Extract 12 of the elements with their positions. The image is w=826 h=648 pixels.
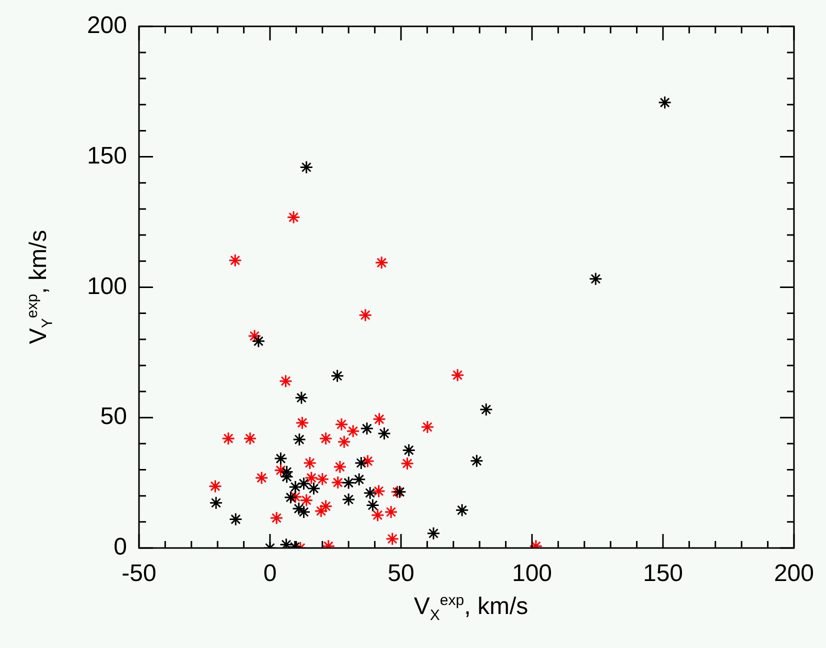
x-tick-label: 150 — [642, 560, 684, 588]
y-tick-label: 50 — [100, 403, 127, 430]
x-tick-label: 50 — [388, 560, 414, 588]
y-tick-label: 100 — [86, 272, 127, 300]
x-tick-label: 200 — [774, 560, 814, 588]
x-tick-label: 0 — [263, 560, 277, 588]
y-tick-label: 150 — [86, 142, 127, 170]
y-tick-label: 200 — [86, 12, 127, 40]
y-tick-label: 0 — [114, 534, 127, 561]
x-tick-label: -50 — [122, 560, 156, 588]
x-axis-title: V$_{X}$$^{exp}$, km/s — [414, 592, 528, 624]
x-tick-label: 100 — [512, 560, 552, 588]
